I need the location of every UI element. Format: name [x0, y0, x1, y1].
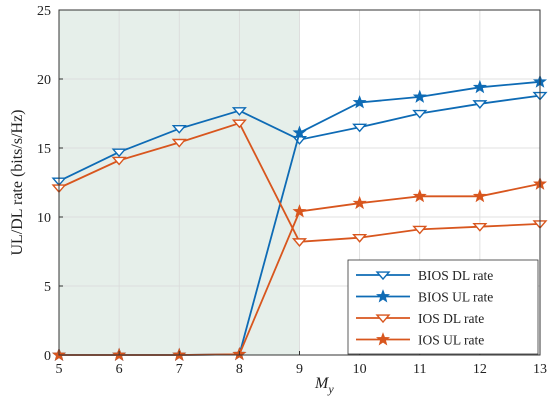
legend-item: BIOS DL rate	[356, 268, 493, 283]
x-tick-label: 12	[473, 362, 487, 377]
data-point	[291, 136, 308, 145]
legend-label: BIOS DL rate	[418, 268, 493, 283]
y-tick-label: 10	[37, 211, 51, 226]
data-point	[412, 225, 428, 235]
data-point	[412, 188, 427, 203]
x-tick-label: 10	[353, 362, 367, 377]
x-tick-label: 7	[176, 362, 183, 377]
legend: BIOS DL rate BIOS UL rate IOS DL rate IOS U…	[347, 259, 539, 355]
legend-marker	[375, 271, 391, 281]
legend-item: BIOS UL rate	[356, 289, 493, 305]
data-point	[352, 123, 368, 133]
x-tick-label: 9	[296, 362, 303, 377]
y-axis-label: UL/DL rate (bits/s/Hz)	[9, 109, 26, 255]
data-point	[292, 204, 307, 218]
data-point	[292, 125, 307, 139]
y-tick-label: 20	[37, 73, 51, 88]
data-point	[352, 195, 367, 210]
legend-marker	[376, 332, 390, 346]
data-point	[352, 234, 368, 243]
y-tick-label: 15	[37, 142, 51, 157]
x-tick-label: 6	[116, 362, 123, 377]
series-0	[51, 91, 548, 187]
data-point	[412, 109, 428, 119]
legend-marker	[376, 289, 390, 303]
y-tick-label: 25	[37, 4, 51, 19]
data-point	[472, 79, 487, 94]
data-point	[412, 89, 427, 103]
x-axis-label: My	[314, 375, 334, 396]
data-point	[231, 119, 247, 129]
x-tick-label: 5	[56, 362, 63, 377]
data-point	[472, 222, 488, 232]
legend-label: BIOS UL rate	[418, 290, 493, 305]
data-point	[291, 238, 308, 247]
legend-label: IOS UL rate	[418, 333, 484, 348]
data-point	[472, 188, 487, 203]
legend-item: IOS DL rate	[356, 311, 484, 326]
legend-item: IOS UL rate	[356, 332, 484, 348]
data-point	[352, 95, 367, 109]
y-tick-label: 0	[44, 349, 51, 364]
data-point	[171, 138, 187, 148]
x-axis-label-main: M	[314, 375, 330, 392]
x-tick-label: 13	[533, 362, 547, 377]
x-tick-label: 11	[413, 362, 426, 377]
data-point	[231, 107, 247, 116]
legend-label: IOS DL rate	[418, 311, 484, 326]
x-tick-label: 8	[236, 362, 243, 377]
y-tick-label: 5	[44, 280, 51, 295]
data-point	[472, 100, 488, 109]
data-point	[171, 125, 187, 134]
legend-marker	[375, 314, 391, 324]
data-point	[111, 148, 127, 158]
x-axis-label-sub: y	[327, 382, 334, 396]
data-point	[111, 156, 127, 166]
